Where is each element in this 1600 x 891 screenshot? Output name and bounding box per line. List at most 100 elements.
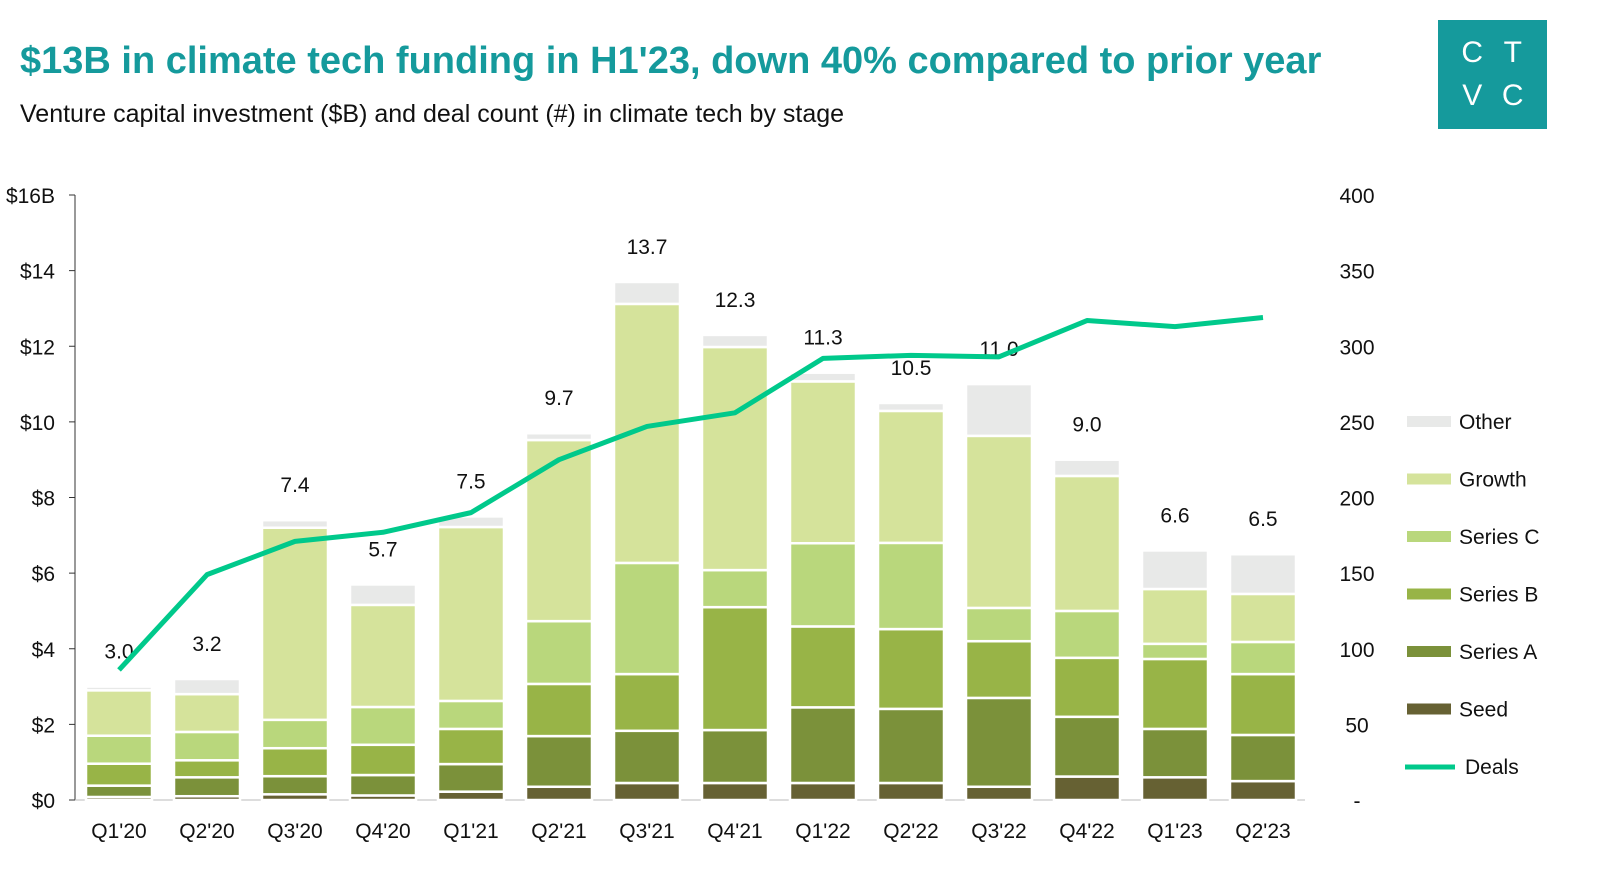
- bar-segment-series-b: [260, 746, 330, 778]
- x-axis-tick-label: Q3'22: [971, 820, 1026, 843]
- logo-letter: T: [1503, 36, 1522, 70]
- x-axis-tick-label: Q2'21: [531, 820, 586, 843]
- bar-total-label: 6.5: [1248, 508, 1277, 531]
- bar-segment-series-b: [1052, 656, 1122, 719]
- bar-segment-series-b: [348, 743, 418, 777]
- right-axis-tick-label: 150: [1339, 563, 1374, 586]
- bar-segment-series-b: [172, 759, 242, 779]
- x-axis-tick-label: Q4'20: [355, 820, 410, 843]
- legend-label: Series C: [1459, 526, 1540, 549]
- legend-label: Growth: [1459, 469, 1527, 492]
- legend-label: Deals: [1465, 756, 1519, 779]
- bar-segment-growth: [1140, 587, 1210, 646]
- bar-segment-growth: [1052, 474, 1122, 613]
- ctvc-logo: C T V C: [1438, 20, 1547, 129]
- bar-segment-series-c: [84, 734, 154, 765]
- bar-segment-growth: [1228, 592, 1298, 644]
- bar-segment-series-b: [788, 625, 858, 709]
- legend-swatch-other: [1407, 416, 1451, 427]
- bar-segment-other: [1052, 458, 1122, 478]
- right-axis-tick-label: 400: [1339, 185, 1374, 208]
- bar-total-label: 5.7: [368, 538, 397, 561]
- bar-segment-series-b: [700, 605, 770, 732]
- bar-segment-series-c: [172, 730, 242, 762]
- bar-segment-series-c: [436, 699, 506, 731]
- bar-segment-seed: [1140, 776, 1210, 802]
- bar-total-label: 6.6: [1160, 504, 1189, 527]
- left-axis-tick-label: $0: [32, 790, 55, 813]
- bar-segment-series-c: [700, 568, 770, 609]
- bar-segment-growth: [964, 434, 1034, 610]
- bar-segment-other: [172, 677, 242, 696]
- bar-segment-other: [260, 518, 330, 529]
- x-axis-tick-label: Q1'23: [1147, 820, 1202, 843]
- legend-swatch-series-c: [1407, 531, 1451, 542]
- left-axis-tick-label: $14: [20, 261, 55, 284]
- bar-segment-other: [348, 583, 418, 607]
- left-axis-tick-label: $4: [32, 639, 56, 662]
- bar-segment-series-a: [436, 762, 506, 793]
- bar-total-label: 3.2: [192, 633, 221, 656]
- bar-total-label: 12.3: [715, 289, 756, 312]
- left-axis-tick-label: $16B: [6, 185, 55, 208]
- right-axis-tick-label: 50: [1345, 714, 1368, 737]
- bar-segment-growth: [172, 692, 242, 734]
- legend-swatch-series-b: [1407, 588, 1451, 600]
- x-axis-tick-label: Q1'22: [795, 820, 850, 843]
- bar-segment-growth: [788, 380, 858, 545]
- bar-total-label: 10.5: [891, 357, 932, 380]
- bar-segment-other: [964, 382, 1034, 438]
- bar-total-label: 9.0: [1072, 414, 1101, 437]
- bar-segment-growth: [84, 689, 154, 737]
- bar-segment-other: [1228, 552, 1298, 596]
- bar-segment-series-b: [1228, 672, 1298, 737]
- bar-segment-series-c: [612, 561, 682, 676]
- bar-total-label: 11.3: [803, 327, 842, 350]
- legend-label: Series A: [1459, 641, 1537, 664]
- right-axis-tick-label: 300: [1339, 336, 1374, 359]
- bar-segment-series-c: [1052, 609, 1122, 660]
- bar-segment-series-c: [1140, 642, 1210, 661]
- bar-segment-seed: [876, 781, 946, 802]
- right-axis-tick-label: 200: [1339, 488, 1374, 511]
- logo-letter: C: [1501, 78, 1524, 112]
- right-axis-tick-label: 100: [1339, 639, 1374, 662]
- bar-segment-growth: [524, 438, 594, 623]
- bar-total-label: 13.7: [627, 236, 668, 259]
- bar-segment-growth: [436, 525, 506, 703]
- chart-title: $13B in climate tech funding in H1'23, d…: [20, 40, 1322, 82]
- bar-segment-series-a: [260, 774, 330, 796]
- bar-segment-series-c: [1228, 640, 1298, 676]
- bar-segment-series-b: [1140, 657, 1210, 731]
- bar-segment-series-a: [612, 729, 682, 785]
- legend-swatch-seed: [1407, 703, 1451, 715]
- bar-segment-series-a: [1228, 733, 1298, 783]
- bar-segment-series-a: [788, 706, 858, 785]
- left-axis-tick-label: $12: [20, 336, 55, 359]
- bar-segment-growth: [348, 603, 418, 709]
- bar-segment-series-b: [612, 672, 682, 733]
- bar-segment-series-a: [1052, 715, 1122, 778]
- x-axis-tick-label: Q2'23: [1235, 820, 1290, 843]
- left-axis-tick-label: $8: [32, 488, 55, 511]
- x-axis-tick-label: Q1'21: [443, 820, 498, 843]
- deals-line: [117, 315, 1264, 672]
- bar-segment-other: [612, 280, 682, 306]
- bar-segment-series-b: [876, 627, 946, 711]
- bar-segment-series-c: [788, 542, 858, 628]
- bar-segment-seed: [788, 781, 858, 802]
- bar-segment-other: [524, 431, 594, 442]
- bar-segment-series-b: [436, 727, 506, 766]
- bar-segment-series-c: [260, 718, 330, 750]
- bar-segment-series-a: [84, 784, 154, 799]
- bar-segment-series-a: [876, 707, 946, 785]
- legend-label: Seed: [1459, 699, 1508, 722]
- x-axis-tick-label: Q3'21: [619, 820, 674, 843]
- bar-segment-series-b: [84, 762, 154, 787]
- legend-swatch-series-a: [1407, 646, 1451, 657]
- bar-segment-growth: [700, 345, 770, 572]
- left-axis-tick-label: $6: [32, 563, 55, 586]
- right-axis-tick-label: 250: [1339, 412, 1374, 435]
- x-axis-tick-label: Q2'22: [883, 820, 938, 843]
